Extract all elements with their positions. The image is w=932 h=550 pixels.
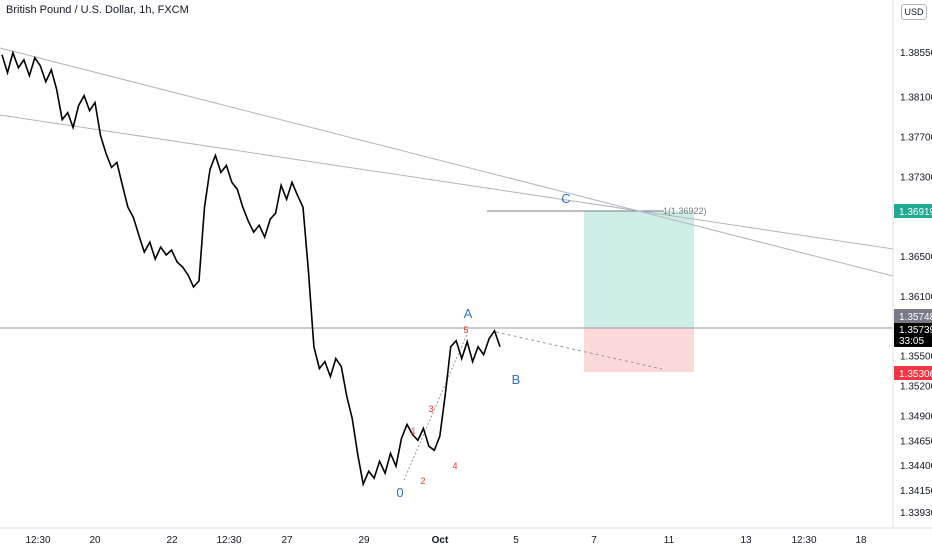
wave-label-B: B	[512, 372, 521, 387]
y-tick-label: 1.34150	[900, 486, 932, 497]
x-tick-label: 29	[358, 535, 370, 546]
wave-label-4: 4	[452, 461, 457, 471]
fib-level-label: 1(1.36922)	[663, 206, 707, 216]
wave-label-C: C	[561, 191, 570, 206]
wave-dashed-line	[403, 333, 468, 481]
x-tick-label: 20	[89, 535, 101, 546]
lower-trendline[interactable]	[0, 114, 894, 250]
wave-label-A: A	[464, 306, 473, 321]
wave-label-1: 1	[410, 426, 415, 436]
current-price-text: 1.35739	[899, 325, 932, 336]
y-tick-label: 1.38100	[900, 93, 932, 104]
x-tick-label: Oct	[432, 535, 449, 546]
upper-trendline[interactable]	[0, 47, 894, 277]
y-tick-label: 1.37300	[900, 172, 932, 183]
y-tick-label: 1.37700	[900, 133, 932, 144]
x-tick-label: 7	[591, 535, 597, 546]
currency-badge[interactable]: USD	[901, 4, 927, 20]
x-tick-label: 12:30	[791, 535, 816, 546]
y-tick-label: 1.38550	[900, 48, 932, 59]
current-price-tag	[894, 323, 932, 347]
y-tick-label: 1.35500	[900, 352, 932, 363]
x-tick-label: 11	[664, 535, 675, 546]
target-price-text: 1.36919	[899, 207, 932, 218]
entry-price-text: 1.35748	[899, 312, 932, 323]
x-tick-label: 13	[740, 535, 752, 546]
y-tick-label: 1.36100	[900, 292, 932, 303]
x-tick-label: 18	[855, 535, 867, 546]
profit-zone[interactable]	[584, 211, 694, 328]
wave-label-0: 0	[396, 485, 403, 500]
entry-price-tag	[894, 309, 932, 323]
x-tick-label: 22	[166, 535, 178, 546]
y-tick-label: 1.34400	[900, 461, 932, 472]
x-tick-label: 12:30	[216, 535, 241, 546]
target-price-tag	[894, 204, 932, 218]
y-tick-label: 1.33930	[900, 508, 932, 519]
stop-price-tag	[894, 366, 932, 380]
y-tick-label: 1.34900	[900, 411, 932, 422]
x-tick-label: 27	[281, 535, 293, 546]
y-tick-label: 1.34650	[900, 436, 932, 447]
projection-line	[495, 331, 663, 370]
x-tick-label: 5	[513, 535, 519, 546]
stop-price-text: 1.35306	[899, 369, 932, 380]
wave-label-5: 5	[463, 325, 468, 335]
chart-title: British Pound / U.S. Dollar, 1h, FXCM	[6, 4, 189, 16]
x-tick-label: 12:30	[25, 535, 50, 546]
bar-timer-text: 33:05	[899, 336, 924, 347]
y-tick-label: 1.35200	[900, 382, 932, 393]
loss-zone[interactable]	[584, 328, 694, 372]
wave-label-2: 2	[420, 476, 425, 486]
price-series-line[interactable]	[1, 50, 501, 487]
y-tick-label: 1.36500	[900, 252, 932, 263]
wave-label-3: 3	[428, 404, 433, 414]
